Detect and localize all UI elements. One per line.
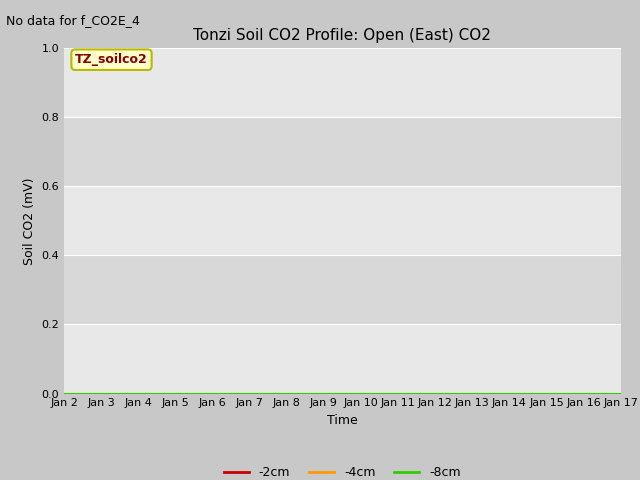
Text: TZ_soilco2: TZ_soilco2 [75, 53, 148, 66]
Legend: -2cm, -4cm, -8cm: -2cm, -4cm, -8cm [219, 461, 466, 480]
Y-axis label: Soil CO2 (mV): Soil CO2 (mV) [23, 177, 36, 264]
Bar [64, 255, 621, 324]
Text: No data for f_CO2E_4: No data for f_CO2E_4 [6, 14, 140, 27]
Bar [64, 186, 621, 255]
X-axis label: Time: Time [327, 414, 358, 427]
Title: Tonzi Soil CO2 Profile: Open (East) CO2: Tonzi Soil CO2 Profile: Open (East) CO2 [193, 28, 492, 43]
Bar [64, 324, 621, 394]
Bar [64, 48, 621, 117]
Bar [64, 117, 621, 186]
